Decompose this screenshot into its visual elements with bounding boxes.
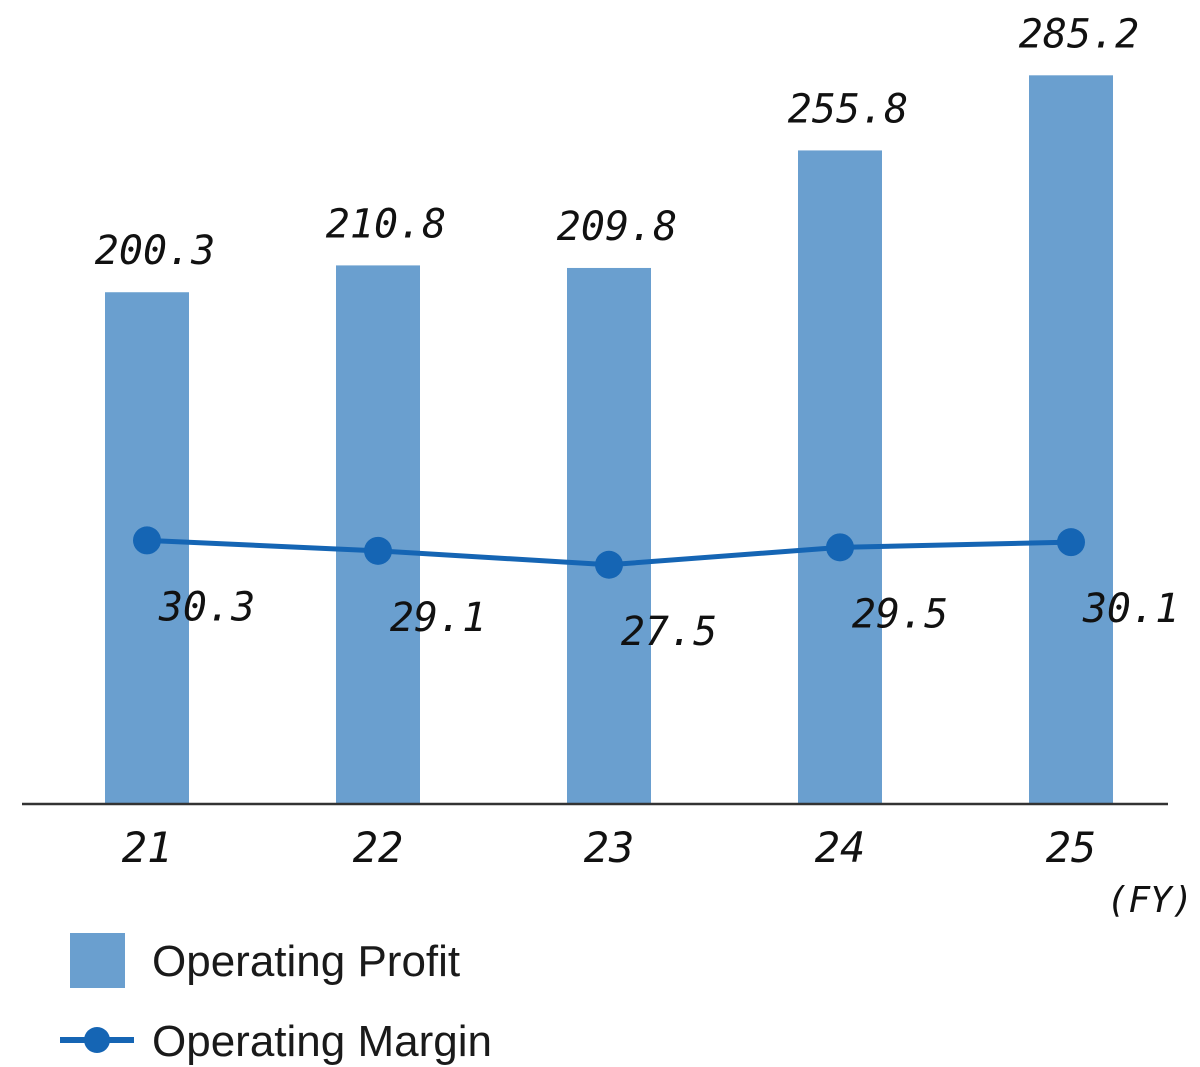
bar-value-label: 210.8 [326,201,446,247]
margin-value-label: 30.1 [1082,586,1179,632]
bar-value-label: 209.8 [557,204,677,250]
x-axis-unit: (FY) [1107,880,1194,921]
bar-value-label: 255.8 [788,86,908,132]
legend-swatch-operating-profit [70,933,125,988]
bar-labels-group: 200.3 210.8 209.8 255.8 285.2 [95,11,1139,274]
bars-group [105,75,1113,804]
x-tick-label: 21 [122,823,173,872]
bar-value-label: 200.3 [95,228,215,274]
x-tick-labels-group: 21 22 23 24 25 [122,823,1097,872]
x-tick-label: 23 [584,823,635,872]
legend: Operating Profit Operating Margin [60,933,492,1066]
margin-point-25 [1057,528,1085,557]
bar-25 [1029,75,1113,804]
margin-point-23 [595,550,623,579]
x-tick-label: 24 [815,823,866,872]
bar-23 [567,267,651,804]
bar-22 [336,265,420,804]
margin-point-21 [133,526,161,555]
margin-value-label: 27.5 [621,609,717,655]
margin-point-22 [364,536,392,565]
bar-value-label: 285.2 [1019,11,1139,57]
legend-marker-operating-margin [84,1027,110,1053]
margin-value-label: 29.5 [852,591,948,637]
bar-24 [798,150,882,804]
line-labels-group: 30.3 29.1 27.5 29.5 30.1 [158,584,1179,654]
margin-value-label: 30.3 [158,584,255,630]
x-tick-label: 22 [353,823,404,872]
margin-point-24 [826,533,854,562]
legend-label-operating-margin: Operating Margin [152,1017,492,1066]
x-tick-label: 25 [1046,823,1097,872]
line-series-group [133,526,1085,579]
margin-value-label: 29.1 [390,595,486,641]
legend-label-operating-profit: Operating Profit [152,937,460,986]
